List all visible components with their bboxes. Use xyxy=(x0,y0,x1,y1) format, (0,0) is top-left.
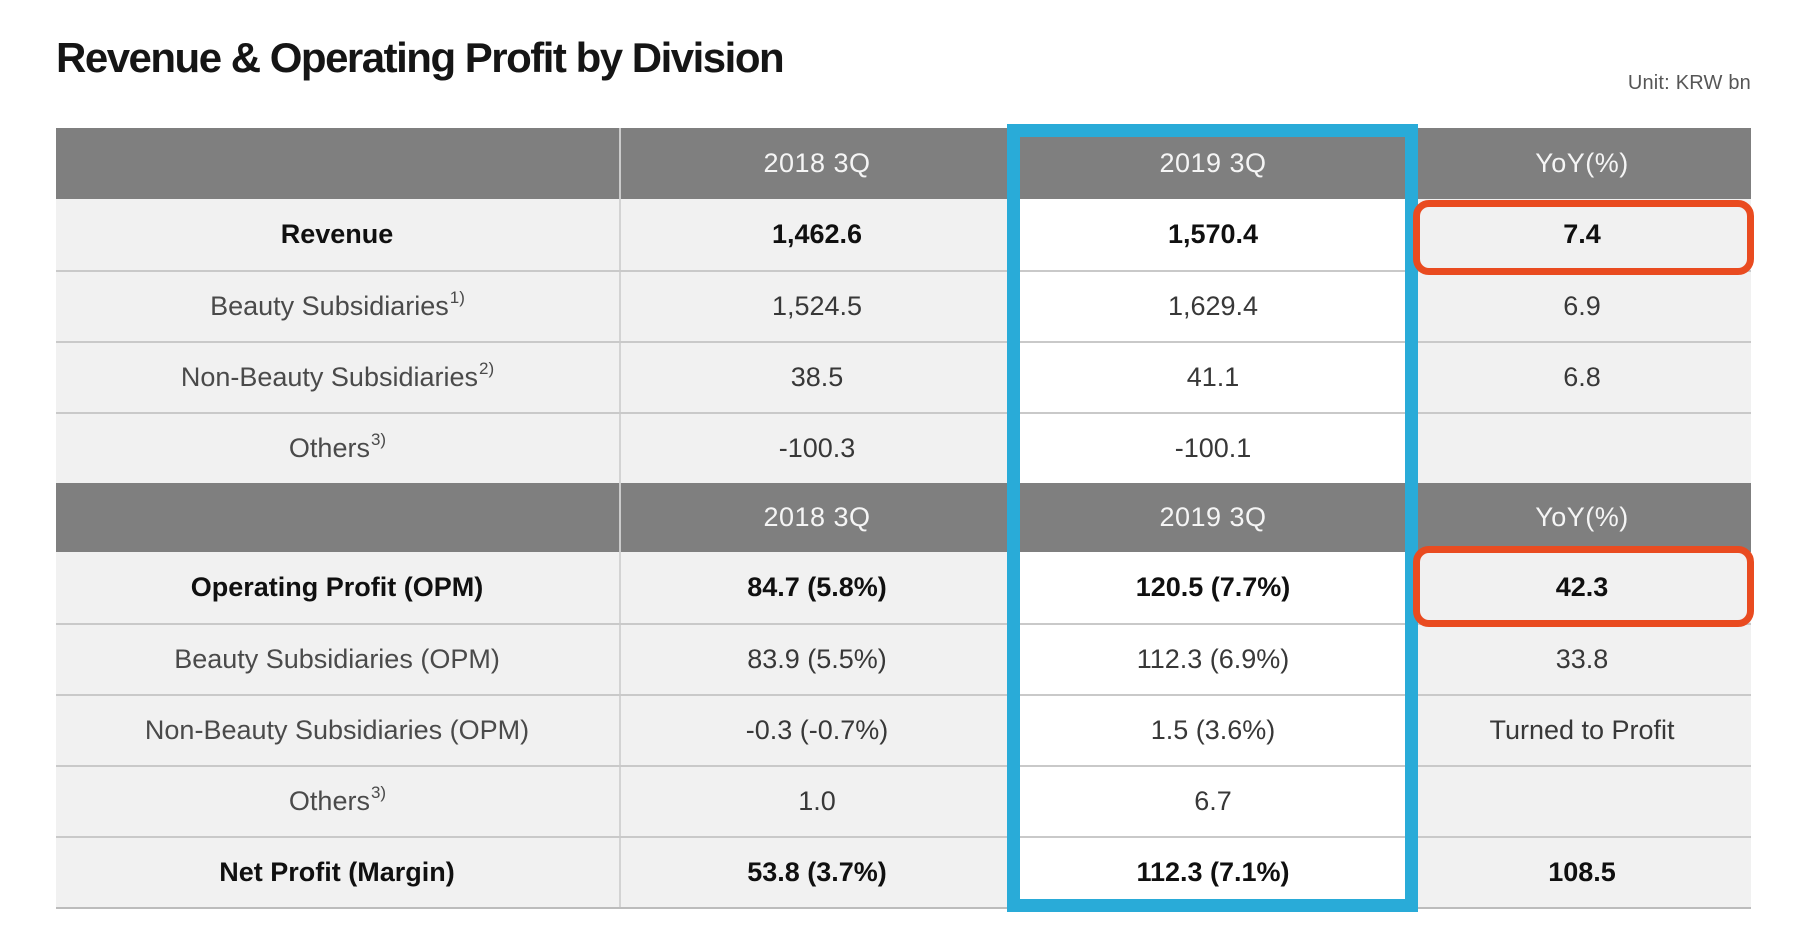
value-2018-3q: 1.0 xyxy=(619,767,1013,836)
table-row-net-profit: Net Profit (Margin) 53.8 (3.7%) 112.3 (7… xyxy=(56,836,1751,907)
footnote-marker: 1) xyxy=(449,288,465,307)
value-2018-3q: -100.3 xyxy=(619,414,1013,483)
value-2019-3q: 41.1 xyxy=(1013,343,1411,412)
page-title: Revenue & Operating Profit by Division xyxy=(56,34,785,81)
table-row-non-beauty-subsidiaries-opm: Non-Beauty Subsidiaries (OPM) -0.3 (-0.7… xyxy=(56,694,1751,765)
value-2019-3q: 112.3 (7.1%) xyxy=(1013,838,1411,907)
header-cell-empty xyxy=(56,128,619,199)
row-label: Net Profit (Margin) xyxy=(56,838,619,907)
row-label-text: Beauty Subsidiaries (OPM) xyxy=(174,644,500,674)
value-2018-3q: 83.9 (5.5%) xyxy=(619,625,1013,694)
row-label: Beauty Subsidiaries 1) xyxy=(56,272,619,341)
value-yoy: 42.3 xyxy=(1411,552,1751,623)
value-yoy: 108.5 xyxy=(1411,838,1751,907)
value-yoy: Turned to Profit xyxy=(1411,696,1751,765)
value-2018-3q: -0.3 (-0.7%) xyxy=(619,696,1013,765)
value-yoy xyxy=(1411,767,1751,836)
row-label-text: Operating Profit (OPM) xyxy=(190,572,484,602)
value-yoy: 6.9 xyxy=(1411,272,1751,341)
value-yoy: 6.8 xyxy=(1411,343,1751,412)
row-label-text: Others xyxy=(288,786,370,816)
header-cell-2019-3q: 2019 3Q xyxy=(1013,483,1411,552)
header-cell-empty xyxy=(56,483,619,552)
table-row-revenue: Revenue 1,462.6 1,570.4 7.4 xyxy=(56,199,1751,270)
unit-label: Unit: KRW bn xyxy=(1627,72,1751,94)
value-2018-3q: 1,462.6 xyxy=(619,199,1013,270)
table-row-operating-profit: Operating Profit (OPM) 84.7 (5.8%) 120.5… xyxy=(56,552,1751,623)
header-cell-yoy: YoY(%) xyxy=(1411,128,1751,199)
table-row-others-revenue: Others 3) -100.3 -100.1 xyxy=(56,412,1751,483)
row-label-text: Non-Beauty Subsidiaries (OPM) xyxy=(144,715,530,745)
value-2018-3q: 38.5 xyxy=(619,343,1013,412)
row-label-text: Revenue xyxy=(280,219,394,249)
revenue-operating-profit-table: 2018 3Q 2019 3Q YoY(%) Revenue 1,462.6 1… xyxy=(56,128,1751,909)
row-label: Non-Beauty Subsidiaries 2) xyxy=(56,343,619,412)
value-2019-3q: 1,629.4 xyxy=(1013,272,1411,341)
profit-header-row: 2018 3Q 2019 3Q YoY(%) xyxy=(56,483,1751,552)
header-cell-yoy: YoY(%) xyxy=(1411,483,1751,552)
footnote-marker: 3) xyxy=(370,783,387,802)
row-label-text: Net Profit (Margin) xyxy=(219,857,455,887)
value-2019-3q: 120.5 (7.7%) xyxy=(1013,552,1411,623)
value-2019-3q: 112.3 (6.9%) xyxy=(1013,625,1411,694)
table-row-beauty-subsidiaries: Beauty Subsidiaries 1) 1,524.5 1,629.4 6.… xyxy=(56,270,1751,341)
value-2019-3q: -100.1 xyxy=(1013,414,1411,483)
value-yoy: 7.4 xyxy=(1411,199,1751,270)
row-label: Others 3) xyxy=(56,767,619,836)
header-cell-2019-3q: 2019 3Q xyxy=(1013,128,1411,199)
value-2019-3q: 1.5 (3.6%) xyxy=(1013,696,1411,765)
value-2018-3q: 53.8 (3.7%) xyxy=(619,838,1013,907)
value-2018-3q: 84.7 (5.8%) xyxy=(619,552,1013,623)
row-label-text: Beauty Subsidiaries xyxy=(210,291,449,321)
value-2019-3q: 6.7 xyxy=(1013,767,1411,836)
footnote-marker: 3) xyxy=(370,430,387,449)
row-label-text: Others xyxy=(288,433,370,463)
row-label: Others 3) xyxy=(56,414,619,483)
value-2018-3q: 1,524.5 xyxy=(619,272,1013,341)
row-label: Non-Beauty Subsidiaries (OPM) xyxy=(56,696,619,765)
value-yoy xyxy=(1411,414,1751,483)
row-label: Operating Profit (OPM) xyxy=(56,552,619,623)
row-label-text: Non-Beauty Subsidiaries xyxy=(180,362,479,392)
revenue-header-row: 2018 3Q 2019 3Q YoY(%) xyxy=(56,128,1751,199)
row-label: Revenue xyxy=(56,199,619,270)
table-row-beauty-subsidiaries-opm: Beauty Subsidiaries (OPM) 83.9 (5.5%) 11… xyxy=(56,623,1751,694)
header-cell-2018-3q: 2018 3Q xyxy=(619,128,1013,199)
row-label: Beauty Subsidiaries (OPM) xyxy=(56,625,619,694)
table-row-non-beauty-subsidiaries: Non-Beauty Subsidiaries 2) 38.5 41.1 6.8 xyxy=(56,341,1751,412)
value-2019-3q: 1,570.4 xyxy=(1013,199,1411,270)
table-row-others-profit: Others 3) 1.0 6.7 xyxy=(56,765,1751,836)
footnote-marker: 2) xyxy=(479,359,495,378)
value-yoy: 33.8 xyxy=(1411,625,1751,694)
header-cell-2018-3q: 2018 3Q xyxy=(619,483,1013,552)
